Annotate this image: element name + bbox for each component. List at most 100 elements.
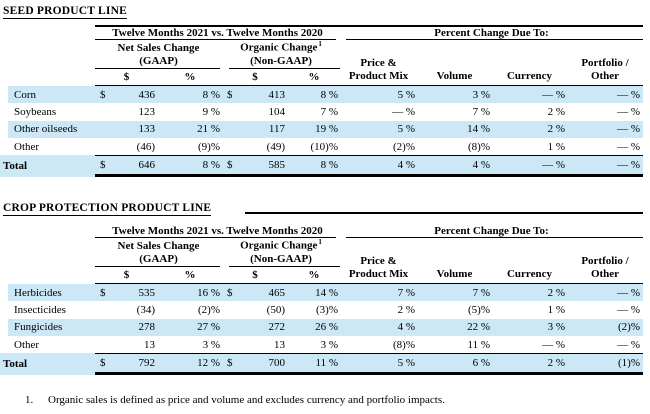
volume-label: Volume	[436, 70, 473, 82]
net-sales-header: Net Sales Change (GAAP)	[95, 238, 222, 267]
organic-line1: Organic Change1	[240, 38, 322, 54]
cell-price-mix: 5 %	[397, 123, 415, 136]
net-sales-subheaders: $%	[95, 267, 222, 283]
cell-portfolio: — %	[617, 105, 640, 118]
value: 13	[274, 338, 285, 351]
cell-organic-pct: (10)%	[310, 140, 339, 153]
organic-label: Organic Change	[240, 42, 318, 54]
cell-organic-dollar: $465	[222, 287, 288, 299]
cell-organic-pct: 7 %	[320, 105, 338, 118]
total-values: $646 8 % $585 8 % 4 % 4 % — % — %	[95, 155, 643, 178]
dollar-sign: $	[100, 159, 106, 172]
dollar-sign: $	[100, 88, 106, 101]
row-label: Other	[14, 140, 40, 153]
col-header-dollar: $	[252, 269, 258, 281]
rule	[229, 266, 340, 267]
rule	[95, 237, 336, 238]
col-header-dollar: $	[123, 71, 130, 83]
cell-net-sales-pct: 27 %	[197, 321, 220, 334]
cell-organic-dollar: $700	[222, 357, 288, 369]
period-comparison-header: Twelve Months 2021 vs. Twelve Months 202…	[95, 212, 340, 238]
cell-volume: 7 %	[472, 286, 490, 299]
value: 117	[268, 123, 285, 136]
net-sales-line1: Net Sales Change	[117, 240, 200, 252]
organic-line2: (Non-GAAP)	[250, 252, 312, 265]
cell-portfolio: — %	[617, 140, 640, 153]
cell-portfolio: (2)%	[618, 321, 640, 334]
cell-net-sales-pct: 8 %	[202, 88, 220, 101]
net-sales-group: Net Sales Change (GAAP) $%	[95, 238, 222, 283]
cell-net-sales-pct: (2)%	[198, 303, 220, 316]
cell-net-sales-dollar: (34)	[95, 304, 158, 316]
cell-organic-pct: (3)%	[316, 303, 338, 316]
portfolio-line1: Portfolio /	[581, 57, 629, 69]
row-label: Herbicides	[14, 286, 62, 299]
cell-net-sales-dollar: $792	[95, 357, 158, 369]
table-row-insecticides: Insecticides (34) (2)% (50) (3)% 2 % (5)…	[8, 301, 643, 318]
cell-portfolio: — %	[617, 159, 640, 172]
cell-organic-pct: 14 %	[315, 286, 338, 299]
cell-portfolio: (1)%	[618, 357, 640, 370]
value: 700	[268, 357, 286, 370]
cell-organic-dollar: $585	[222, 159, 288, 171]
table-row-fungicides: Fungicides 278 27 % 272 26 % 4 % 22 % 3 …	[8, 318, 643, 336]
cell-organic-pct: 8 %	[320, 159, 338, 172]
cell-currency: — %	[542, 88, 565, 101]
col-header-currency: Currency	[492, 238, 567, 283]
net-sales-line1: Net Sales Change	[117, 42, 200, 54]
total-label: Total	[3, 358, 28, 371]
cell-organic-pct: 3 %	[320, 338, 338, 351]
col-header-portfolio-other: Portfolio / Other	[567, 238, 643, 283]
rule	[95, 266, 220, 267]
organic-line1: Organic Change1	[240, 236, 322, 252]
table-total-row: Total $792 12 % $700 11 % 5 % 6 % 2 % (1…	[0, 353, 643, 376]
footnote-text: Organic sales is defined as price and vo…	[48, 394, 445, 406]
rule	[229, 68, 340, 69]
organic-subheaders: $%	[222, 267, 340, 283]
percent-change-due-to-header: Percent Change Due To:	[340, 27, 643, 40]
organic-change-header: Organic Change1 (Non-GAAP)	[222, 238, 340, 267]
cell-volume: 4 %	[472, 159, 490, 172]
cell-volume: (8)%	[468, 140, 490, 153]
volume-label: Volume	[436, 268, 473, 280]
dollar-sign: $	[227, 286, 233, 299]
organic-subheaders: $%	[222, 69, 340, 85]
cell-currency: — %	[542, 159, 565, 172]
value: 13	[144, 338, 155, 351]
cell-net-sales-dollar: 133	[95, 123, 158, 135]
cell-price-mix: 4 %	[397, 159, 415, 172]
portfolio-line2: Other	[590, 268, 620, 280]
cell-organic-dollar: 272	[222, 321, 288, 333]
total-values: $792 12 % $700 11 % 5 % 6 % 2 % (1)%	[95, 353, 643, 376]
value: 272	[268, 321, 286, 334]
value: (49)	[266, 140, 285, 153]
table-row-other: Other (46) (9)% (49) (10)% (2)% (8)% 1 %…	[8, 138, 643, 155]
cell-currency: 1 %	[547, 140, 565, 153]
cell-net-sales-pct: 8 %	[202, 159, 220, 172]
cell-net-sales-pct: 9 %	[202, 105, 220, 118]
value: 436	[138, 88, 156, 101]
table-total-row: Total $646 8 % $585 8 % 4 % 4 % — % — %	[0, 155, 643, 178]
value: (34)	[136, 303, 155, 316]
percent-change-due-to-header: Percent Change Due To:	[340, 212, 643, 238]
cell-net-sales-dollar: 13	[95, 339, 158, 351]
table-row-other: Other 13 3 % 13 3 % (8)% 11 % — % — %	[8, 336, 643, 353]
cell-net-sales-pct: 12 %	[197, 357, 220, 370]
cell-currency: 2 %	[547, 123, 565, 136]
footnote: 1. Organic sales is defined as price and…	[25, 394, 445, 406]
cell-volume: 3 %	[472, 88, 490, 101]
col-header-dollar: $	[123, 269, 130, 281]
rule	[245, 212, 643, 214]
cell-price-mix: 2 %	[397, 303, 415, 316]
cell-price-mix: 5 %	[397, 357, 415, 370]
cell-price-mix: 7 %	[397, 286, 415, 299]
row-label: Other oilseeds	[14, 123, 78, 136]
table-row-corn: Corn $436 8 % $413 8 % 5 % 3 % — % — %	[8, 86, 643, 104]
value: 646	[138, 159, 156, 172]
rule	[95, 39, 336, 40]
portfolio-line2: Other	[590, 70, 620, 82]
cell-currency: 1 %	[547, 303, 565, 316]
period-comparison-label: Twelve Months 2021 vs. Twelve Months 202…	[112, 225, 323, 237]
table-row-other-oilseeds: Other oilseeds 133 21 % 117 19 % 5 % 14 …	[8, 120, 643, 138]
